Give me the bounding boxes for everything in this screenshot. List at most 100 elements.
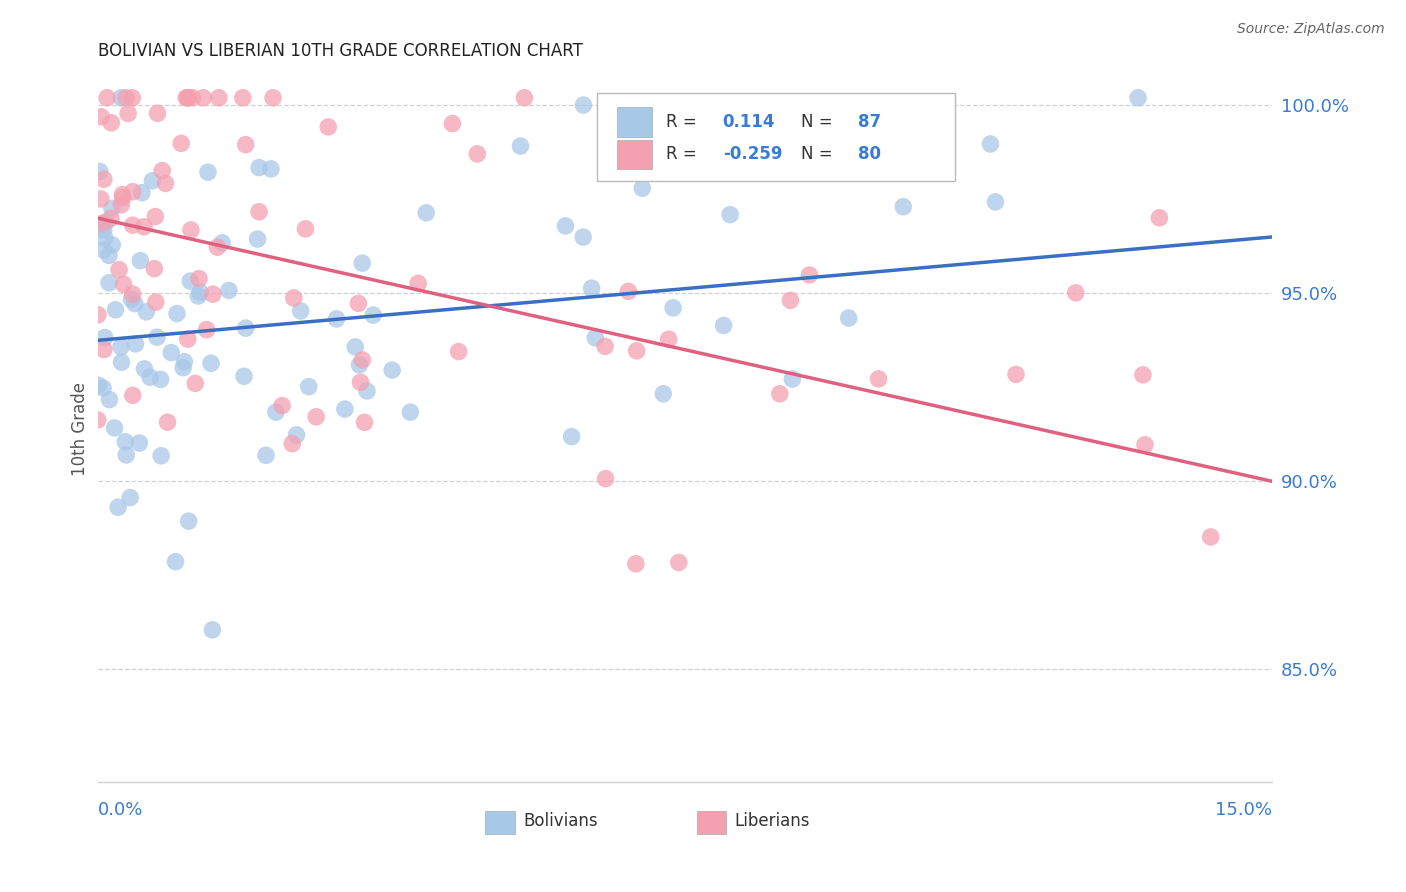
Point bbox=[561, 429, 583, 443]
Point bbox=[838, 311, 860, 326]
Point bbox=[103, 421, 125, 435]
Point bbox=[121, 287, 143, 301]
Point bbox=[441, 116, 464, 130]
Point bbox=[581, 281, 603, 295]
Point bbox=[247, 161, 270, 175]
Point bbox=[349, 376, 371, 390]
Point bbox=[115, 91, 138, 105]
Point bbox=[180, 223, 202, 237]
Point bbox=[132, 219, 155, 234]
Point bbox=[145, 295, 167, 310]
Point bbox=[110, 198, 132, 212]
Point bbox=[352, 256, 374, 270]
Point bbox=[172, 360, 194, 375]
Text: N =: N = bbox=[801, 113, 832, 131]
Text: Liberians: Liberians bbox=[734, 812, 810, 830]
Bar bbox=[617, 107, 652, 136]
Point bbox=[160, 345, 183, 359]
Point bbox=[325, 311, 347, 326]
Point bbox=[868, 372, 890, 386]
Point bbox=[135, 305, 157, 319]
Point bbox=[173, 354, 195, 368]
Text: BOLIVIAN VS LIBERIAN 10TH GRADE CORRELATION CHART: BOLIVIAN VS LIBERIAN 10TH GRADE CORRELAT… bbox=[97, 42, 582, 60]
Point bbox=[98, 392, 121, 407]
Point bbox=[290, 304, 312, 318]
Text: -0.259: -0.259 bbox=[723, 145, 782, 163]
Point bbox=[1126, 91, 1149, 105]
Point bbox=[294, 222, 316, 236]
Point bbox=[595, 472, 617, 486]
Point bbox=[94, 215, 117, 229]
Text: 0.0%: 0.0% bbox=[97, 801, 143, 819]
Point bbox=[984, 194, 1007, 209]
Point bbox=[181, 91, 204, 105]
Point bbox=[344, 340, 367, 354]
Point bbox=[631, 181, 654, 195]
Point bbox=[593, 339, 616, 353]
Text: Source: ZipAtlas.com: Source: ZipAtlas.com bbox=[1237, 22, 1385, 37]
Bar bbox=[485, 811, 515, 834]
Point bbox=[718, 208, 741, 222]
Point bbox=[381, 363, 404, 377]
Point bbox=[114, 434, 136, 449]
Point bbox=[232, 91, 254, 105]
Point bbox=[121, 218, 143, 232]
Point bbox=[134, 362, 156, 376]
Point bbox=[201, 287, 224, 301]
Bar bbox=[697, 811, 725, 834]
Point bbox=[141, 174, 163, 188]
Point bbox=[233, 369, 256, 384]
Point bbox=[166, 307, 188, 321]
Point bbox=[361, 308, 384, 322]
Point bbox=[110, 355, 132, 369]
Point bbox=[626, 343, 648, 358]
Point bbox=[101, 238, 124, 252]
Point bbox=[652, 386, 675, 401]
Point bbox=[143, 261, 166, 276]
Point bbox=[121, 388, 143, 402]
Point bbox=[91, 381, 114, 395]
Point bbox=[87, 378, 110, 392]
Point bbox=[94, 330, 117, 344]
Point bbox=[891, 200, 914, 214]
Point bbox=[260, 161, 283, 176]
Point bbox=[120, 491, 142, 505]
Point bbox=[352, 352, 374, 367]
Point bbox=[399, 405, 422, 419]
Point bbox=[87, 308, 110, 322]
Point bbox=[90, 192, 112, 206]
Point bbox=[246, 232, 269, 246]
Point bbox=[305, 409, 328, 424]
Point bbox=[117, 106, 139, 120]
Point bbox=[124, 296, 146, 310]
Point bbox=[111, 190, 134, 204]
Point bbox=[93, 343, 115, 357]
Point bbox=[188, 285, 211, 300]
Point bbox=[298, 379, 321, 393]
Point bbox=[799, 268, 821, 282]
Point bbox=[121, 91, 143, 105]
Point bbox=[283, 291, 305, 305]
Point bbox=[93, 172, 115, 186]
Point bbox=[353, 415, 375, 429]
Point bbox=[554, 219, 576, 233]
Point bbox=[333, 402, 356, 417]
Point bbox=[465, 147, 488, 161]
Point bbox=[509, 139, 531, 153]
Point bbox=[112, 277, 135, 292]
Point bbox=[115, 448, 138, 462]
Text: 0.114: 0.114 bbox=[723, 113, 775, 131]
Point bbox=[98, 248, 121, 262]
Point bbox=[235, 321, 257, 335]
Point bbox=[93, 223, 115, 237]
Point bbox=[98, 276, 121, 290]
Point bbox=[184, 376, 207, 391]
Point bbox=[121, 185, 143, 199]
Point bbox=[316, 120, 339, 134]
Point bbox=[1132, 368, 1154, 382]
Point bbox=[208, 91, 231, 105]
Point bbox=[285, 427, 308, 442]
Bar bbox=[617, 139, 652, 169]
Point bbox=[769, 387, 792, 401]
Point bbox=[782, 372, 804, 386]
